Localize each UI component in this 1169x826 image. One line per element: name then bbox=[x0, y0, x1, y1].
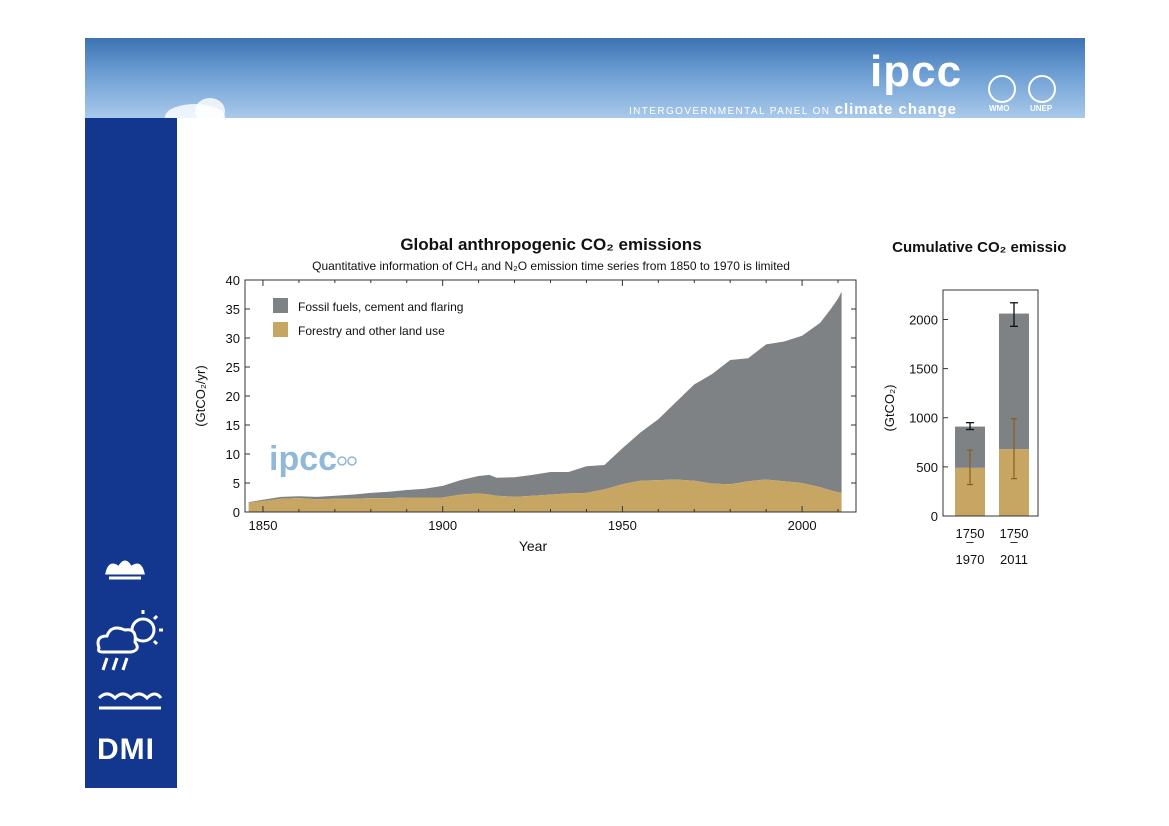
y-tick-label: 0 bbox=[233, 505, 240, 520]
y-tick-label: 35 bbox=[226, 302, 240, 317]
y-tick-label: 10 bbox=[226, 447, 240, 462]
emissions-area-chart: Global anthropogenic CO₂ emissions Quant… bbox=[193, 235, 857, 554]
y-tick-label: 40 bbox=[226, 273, 240, 288]
cloud-decoration bbox=[195, 98, 225, 118]
cloud-icon bbox=[96, 626, 139, 654]
ipcc-subtitle-emph: climate change bbox=[834, 101, 957, 118]
chart-subtitle: Quantitative information of CH₄ and N₂O … bbox=[312, 259, 790, 273]
wave-icon bbox=[97, 692, 163, 701]
chart-title: Global anthropogenic CO₂ emissions bbox=[400, 235, 701, 254]
watermark-wmo-icon bbox=[337, 456, 347, 466]
legend-swatch-land bbox=[273, 322, 288, 337]
ipcc-subtitle-prefix: INTERGOVERNMENTAL PANEL ON bbox=[629, 106, 835, 117]
rain-icon bbox=[101, 657, 109, 671]
y-axis-label: (GtCO₂/yr) bbox=[193, 365, 208, 426]
x-tick-label: 1900 bbox=[428, 518, 457, 533]
legend: Fossil fuels, cement and flaring Forestr… bbox=[273, 298, 463, 338]
x-tick-label: 1950 bbox=[608, 518, 637, 533]
cumulative-title: Cumulative CO₂ emissions bbox=[892, 239, 1066, 256]
cumulative-y-tick-label: 0 bbox=[931, 509, 938, 524]
ipcc-subtitle: INTERGOVERNMENTAL PANEL ON climate chang… bbox=[629, 101, 957, 118]
cumulative-plot-area bbox=[955, 302, 1029, 516]
y-tick-label: 5 bbox=[233, 476, 240, 491]
wmo-label: WMO bbox=[989, 104, 1010, 113]
cumulative-y-tick-label: 2000 bbox=[909, 312, 938, 327]
header-banner bbox=[85, 38, 1085, 118]
y-tick-label: 20 bbox=[226, 389, 240, 404]
fossil-fuels-area bbox=[248, 291, 842, 503]
x-axis-label: Year bbox=[519, 538, 548, 554]
category-label: 1750 bbox=[956, 526, 985, 541]
plot-area bbox=[248, 291, 842, 512]
category-label: 2011 bbox=[1000, 552, 1028, 567]
legend-label-land: Forestry and other land use bbox=[298, 324, 445, 338]
watermark-ipcc-text: ipcc bbox=[269, 440, 337, 478]
axes: 0 5 10 15 20 25 30 35 40 1850 1900 1950 2000 bbox=[226, 273, 857, 533]
cumulative-plot-frame bbox=[942, 289, 1039, 517]
cumulative-y-tick-label: 1000 bbox=[909, 411, 938, 426]
cumulative-y-axis-label: (GtCO₂) bbox=[882, 385, 897, 432]
watermark-unep-icon bbox=[347, 456, 357, 466]
x-tick-label: 1850 bbox=[249, 518, 278, 533]
dmi-logo-text: DMI bbox=[97, 733, 155, 766]
cumulative-y-tick-label: 1500 bbox=[909, 362, 938, 377]
crown-icon bbox=[105, 560, 145, 575]
wmo-emblem-icon bbox=[988, 75, 1016, 103]
ipcc-logo: ipcc bbox=[870, 47, 963, 96]
cumulative-bar-chart: Cumulative CO₂ emissions (GtCO₂) 1750–19… bbox=[882, 239, 1066, 567]
category-label: 1970 bbox=[956, 552, 985, 567]
category-label: – bbox=[966, 534, 974, 549]
y-tick-label: 25 bbox=[226, 360, 240, 375]
y-tick-label: 15 bbox=[226, 418, 240, 433]
cumulative-y-tick-label: 500 bbox=[916, 460, 938, 475]
category-label: – bbox=[1010, 534, 1018, 549]
legend-swatch-fossil bbox=[273, 298, 288, 313]
category-label: 1750 bbox=[1000, 526, 1029, 541]
unep-emblem-icon bbox=[1028, 75, 1056, 103]
forestry-land-use-area bbox=[248, 479, 842, 512]
y-tick-label: 30 bbox=[226, 331, 240, 346]
legend-label-fossil: Fossil fuels, cement and flaring bbox=[298, 300, 463, 314]
watermark-logo: ipcc bbox=[269, 440, 357, 478]
unep-label: UNEP bbox=[1030, 104, 1053, 113]
dmi-emblem bbox=[96, 560, 163, 710]
sidebar bbox=[85, 118, 177, 788]
x-tick-label: 2000 bbox=[788, 518, 817, 533]
